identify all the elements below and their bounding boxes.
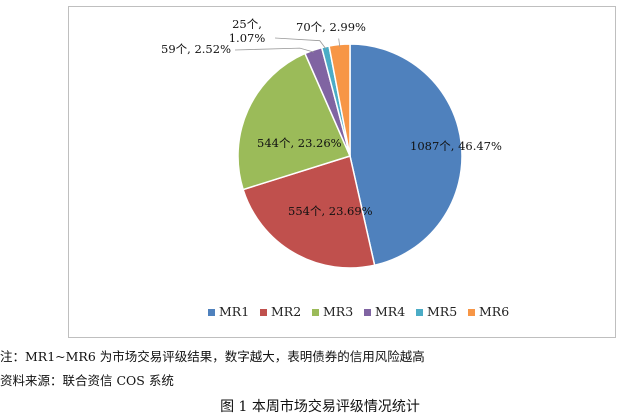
legend-label-mr1: MR1 — [219, 304, 249, 319]
legend-label-mr3: MR3 — [323, 304, 353, 319]
data-label-mr6: 70个, 2.99% — [296, 20, 366, 34]
legend-label-mr6: MR6 — [479, 304, 509, 319]
leader-line-mr6 — [338, 38, 341, 47]
legend-swatch-mr5 — [416, 309, 423, 316]
figure-caption: 图 1 本周市场交易评级情况统计 — [220, 399, 420, 415]
pie-slice-mr3 — [237, 52, 352, 191]
legend-label-mr2: MR2 — [271, 304, 301, 319]
chart-note: 注：MR1~MR6 为市场交易评级结果，数字越大，表明债券的信用风险越高 — [0, 349, 425, 364]
pie-chart: 1087个, 46.47% 554个, 23.69% 544个, 23.26% 59个… — [161, 17, 509, 319]
data-label-mr2: 554个, 23.69% — [288, 204, 373, 218]
legend-swatch-mr3 — [312, 309, 319, 316]
legend-swatch-mr4 — [364, 309, 371, 316]
leader-line-mr5 — [274, 37, 327, 49]
legend-swatch-mr2 — [260, 309, 267, 316]
leader-line-mr4 — [234, 47, 315, 53]
chart-frame: 1087个, 46.47% 554个, 23.69% 544个, 23.26% 59个… — [68, 6, 616, 338]
data-label-mr5: 25个, 1.07% — [229, 17, 266, 45]
data-label-mr3: 544个, 23.26% — [257, 136, 342, 150]
legend-label-mr5: MR5 — [427, 304, 457, 319]
legend-label-mr4: MR4 — [375, 304, 405, 319]
data-label-mr4: 59个, 2.52% — [161, 42, 231, 56]
data-label-mr1: 1087个, 46.47% — [410, 139, 502, 153]
pie-slice-mr2 — [242, 155, 376, 269]
legend-swatch-mr6 — [468, 309, 475, 316]
legend-swatch-mr1 — [208, 309, 215, 316]
chart-source: 资料来源：联合资信 COS 系统 — [0, 373, 174, 388]
pie-slice-mr1 — [349, 43, 463, 267]
